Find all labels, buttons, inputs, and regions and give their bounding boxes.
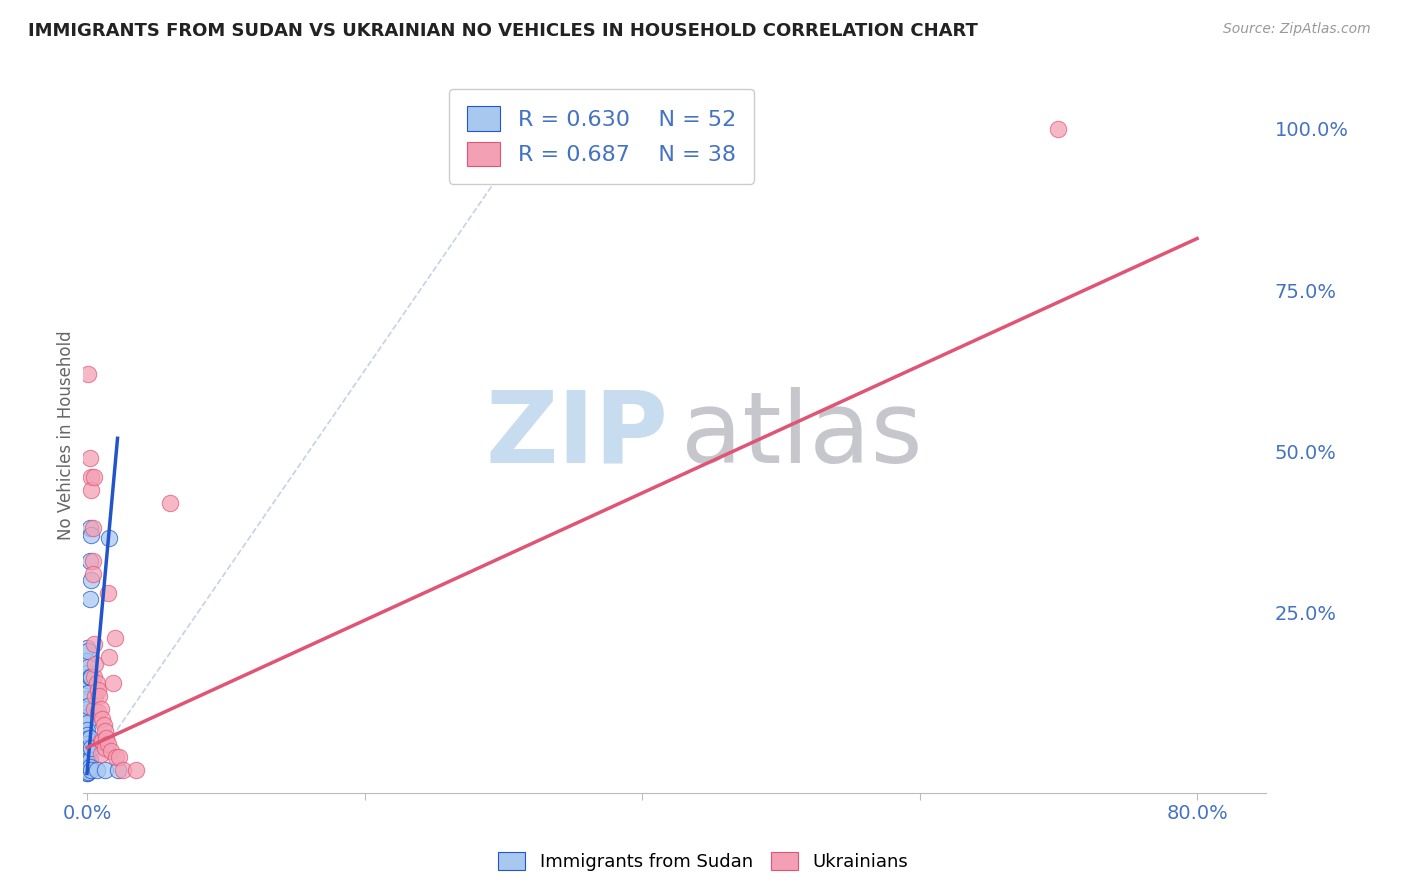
Text: IMMIGRANTS FROM SUDAN VS UKRAINIAN NO VEHICLES IN HOUSEHOLD CORRELATION CHART: IMMIGRANTS FROM SUDAN VS UKRAINIAN NO VE… bbox=[28, 22, 979, 40]
Point bbox=[77, 698, 100, 713]
Point bbox=[77, 686, 100, 700]
Point bbox=[80, 740, 103, 755]
Point bbox=[100, 744, 122, 758]
Point bbox=[76, 744, 98, 758]
Point bbox=[84, 657, 107, 671]
Point bbox=[94, 740, 117, 755]
Point bbox=[79, 450, 101, 465]
Point bbox=[83, 702, 105, 716]
Point bbox=[97, 737, 120, 751]
Legend: Immigrants from Sudan, Ukrainians: Immigrants from Sudan, Ukrainians bbox=[491, 846, 915, 879]
Point bbox=[83, 638, 105, 652]
Point bbox=[76, 728, 98, 742]
Point bbox=[80, 528, 103, 542]
Point bbox=[76, 723, 98, 737]
Point bbox=[76, 740, 98, 755]
Point bbox=[76, 762, 98, 776]
Point bbox=[76, 765, 98, 780]
Point bbox=[76, 654, 98, 668]
Point bbox=[105, 750, 128, 764]
Point bbox=[79, 670, 101, 684]
Point bbox=[94, 763, 117, 777]
Point bbox=[76, 679, 98, 693]
Point bbox=[77, 673, 100, 687]
Point bbox=[87, 705, 110, 719]
Point bbox=[76, 760, 98, 774]
Point bbox=[98, 531, 121, 545]
Point bbox=[79, 754, 101, 768]
Point bbox=[94, 724, 117, 739]
Point bbox=[76, 766, 98, 780]
Point bbox=[80, 763, 103, 777]
Point bbox=[77, 763, 100, 777]
Point bbox=[90, 734, 112, 748]
Point bbox=[104, 631, 127, 645]
Point bbox=[76, 765, 98, 780]
Point bbox=[76, 764, 98, 779]
Point bbox=[76, 666, 98, 681]
Point bbox=[83, 670, 105, 684]
Point bbox=[79, 760, 101, 774]
Legend: R = 0.630    N = 52, R = 0.687    N = 38: R = 0.630 N = 52, R = 0.687 N = 38 bbox=[449, 88, 754, 184]
Point bbox=[77, 765, 100, 780]
Point bbox=[76, 640, 98, 655]
Point bbox=[76, 758, 98, 772]
Point bbox=[90, 747, 112, 761]
Point bbox=[97, 586, 120, 600]
Point bbox=[82, 566, 104, 581]
Point bbox=[98, 650, 121, 665]
Point bbox=[79, 731, 101, 745]
Point bbox=[80, 483, 103, 497]
Point bbox=[80, 670, 103, 684]
Point bbox=[76, 737, 98, 751]
Point bbox=[108, 750, 131, 764]
Text: Source: ZipAtlas.com: Source: ZipAtlas.com bbox=[1223, 22, 1371, 37]
Point bbox=[80, 573, 103, 587]
Y-axis label: No Vehicles in Household: No Vehicles in Household bbox=[58, 330, 75, 540]
Point bbox=[76, 709, 98, 723]
Point bbox=[124, 763, 146, 777]
Point bbox=[82, 554, 104, 568]
Point bbox=[76, 754, 98, 768]
Point bbox=[77, 754, 100, 768]
Point bbox=[76, 692, 98, 706]
Point bbox=[77, 660, 100, 674]
Point bbox=[96, 731, 118, 745]
Point bbox=[103, 676, 125, 690]
Text: ZIP: ZIP bbox=[486, 386, 669, 483]
Point bbox=[77, 740, 100, 755]
Point bbox=[86, 763, 108, 777]
Point bbox=[1047, 122, 1070, 136]
Point bbox=[84, 689, 107, 703]
Point bbox=[107, 763, 129, 777]
Point bbox=[86, 676, 108, 690]
Point bbox=[76, 747, 98, 762]
Point bbox=[80, 470, 103, 484]
Text: atlas: atlas bbox=[681, 386, 922, 483]
Point bbox=[79, 521, 101, 535]
Point bbox=[89, 689, 111, 703]
Point bbox=[112, 763, 135, 777]
Point bbox=[76, 716, 98, 731]
Point bbox=[79, 554, 101, 568]
Point bbox=[79, 592, 101, 607]
Point bbox=[76, 732, 98, 747]
Point bbox=[76, 702, 98, 716]
Point bbox=[77, 760, 100, 774]
Point bbox=[90, 702, 112, 716]
Point bbox=[76, 756, 98, 770]
Point bbox=[87, 682, 110, 697]
Point bbox=[77, 367, 100, 381]
Point bbox=[93, 718, 115, 732]
Point bbox=[159, 496, 181, 510]
Point bbox=[83, 470, 105, 484]
Point bbox=[91, 712, 114, 726]
Point bbox=[91, 734, 114, 748]
Point bbox=[76, 763, 98, 777]
Point bbox=[77, 644, 100, 658]
Point bbox=[76, 751, 98, 765]
Point bbox=[82, 521, 104, 535]
